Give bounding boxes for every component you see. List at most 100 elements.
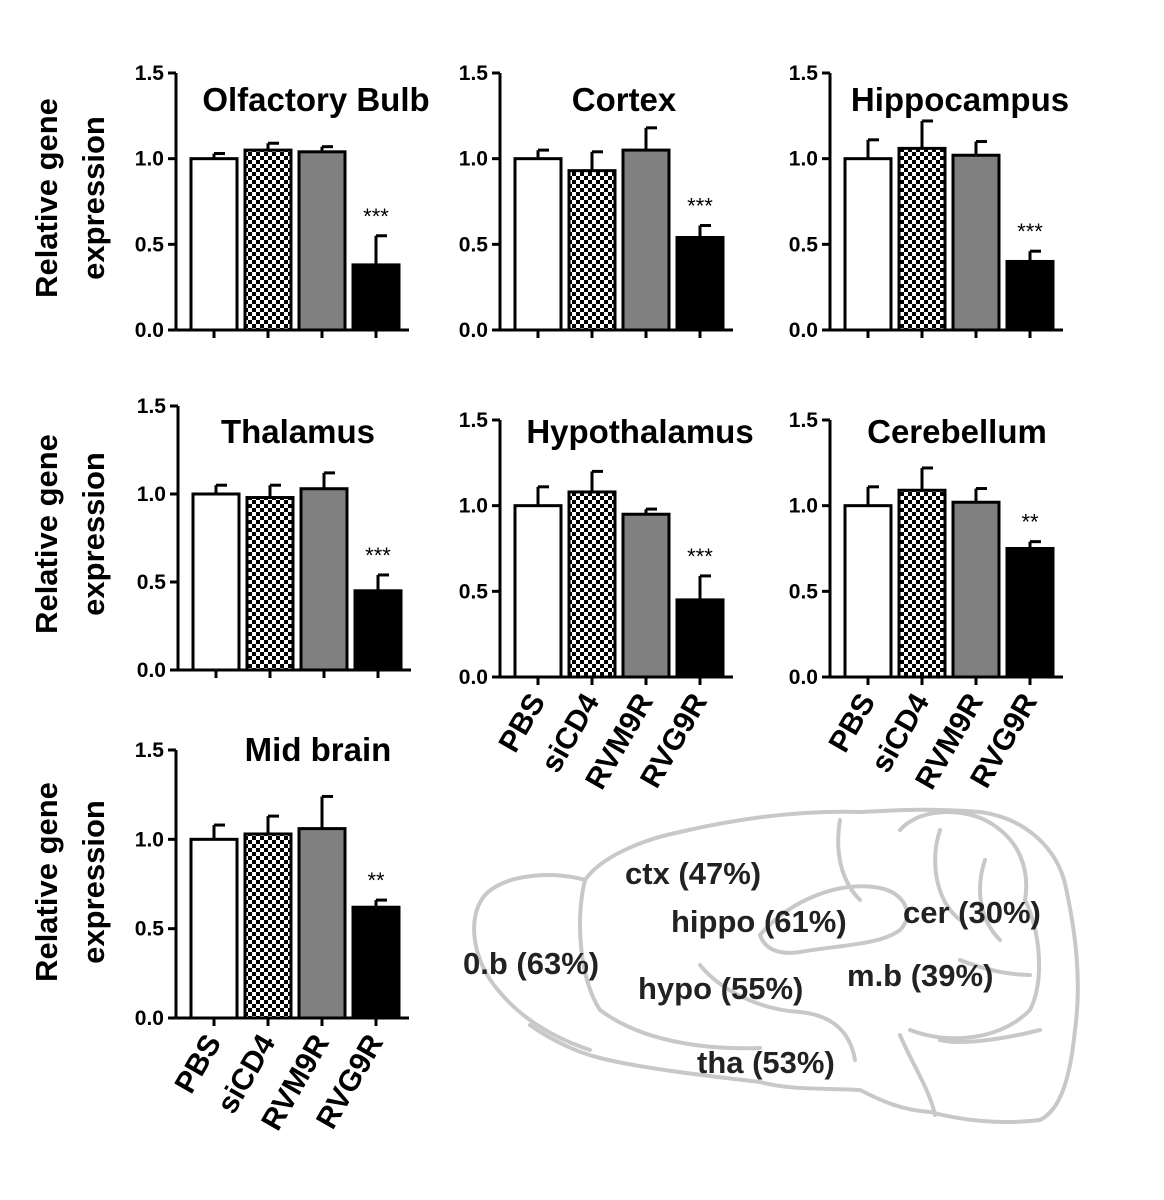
bar-rvg9r [1005,259,1055,332]
chart-title: Mid brain [245,731,392,768]
bar-rvm9r [951,500,1001,679]
y-tick-label: 0.5 [135,233,165,256]
y-tick-label: 1.0 [137,483,166,506]
brain-inner-divider [698,818,1042,1117]
y-tick-label: 1.5 [459,409,489,432]
bar-sicd4 [243,832,293,1020]
bar-pbs [189,157,239,332]
brain-cerebellum-folds [933,828,1032,977]
bar-rvg9r [675,235,725,332]
ylabel-row-1-line1: Relative gene [29,98,64,298]
chart-panel-5: Hypothalamus0.00.51.01.5PBSsiCD4RVM9R***… [459,409,754,795]
chart-title: Cortex [572,81,677,118]
ylabel-row-1-line2: expression [76,116,111,280]
chart-title: Hippocampus [851,81,1069,118]
y-tick-label: 1.5 [459,62,489,85]
ylabel-row-1: Relative gene expression [29,98,111,298]
region-label-hypo: hypo (55%) [638,971,803,1006]
bar-rvm9r [299,487,349,672]
brain-olfactory-outline [472,873,592,1052]
y-tick-label: 1.0 [135,148,164,171]
brain-region-labels: ctx (47%) hippo (61%) cer (30%) 0.b (63%… [463,856,1041,1080]
brain-hippocampus-outline [758,884,910,955]
bar-rvm9r [621,512,671,679]
bar-rvm9r [297,827,347,1020]
chart-panel-2: Cortex 0.0 0.5 1.0 1.5 *** [459,62,733,342]
chart-title: Thalamus [221,413,375,450]
brain-outer-outline [528,807,1080,1125]
chart-panel-1: Olfactory Bulb 0.0 0.5 1.0 1.5 *** [135,62,430,342]
region-label-mb: m.b (39%) [847,958,993,993]
y-tick-label: 0.0 [789,666,818,689]
bar-sicd4 [897,146,947,332]
y-tick-label: 1.5 [137,395,167,418]
y-tick-label: 0.0 [137,659,166,682]
chart-title: Hypothalamus [526,413,753,450]
bar-pbs [843,157,893,332]
y-tick-label: 1.0 [789,148,818,171]
significance-marker: *** [363,204,389,229]
significance-marker: *** [1017,219,1043,244]
chart-title: Cerebellum [867,413,1047,450]
bar-pbs [843,504,893,679]
bar-rvg9r [1005,547,1055,679]
y-tick-label: 1.0 [459,148,488,171]
region-label-tha: tha (53%) [697,1045,835,1080]
region-label-hippo: hippo (61%) [671,904,847,939]
region-label-ob: 0.b (63%) [463,946,599,981]
chart-title: Olfactory Bulb [202,81,429,118]
bar-rvg9r [675,598,725,679]
y-tick-label: 1.5 [135,62,165,85]
significance-marker: *** [687,193,713,218]
y-tick-label: 1.0 [135,828,164,851]
bar-sicd4 [567,490,617,679]
bar-sicd4 [567,169,617,332]
y-tick-label: 0.0 [135,1007,164,1030]
ylabel-row-2-line1: Relative gene [29,434,64,634]
y-tick-label: 0.0 [459,319,488,342]
bar-pbs [513,157,563,332]
y-tick-label: 1.5 [789,409,819,432]
chart-panel-3: Hippocampus 0.0 0.5 1.0 1.5 *** [789,62,1069,342]
y-tick-label: 0.0 [789,319,818,342]
y-tick-label: 0.5 [137,571,167,594]
chart-panel-4: Thalamus 0.0 0.5 1.0 1.5 *** [137,395,411,682]
y-tick-label: 1.0 [459,495,488,518]
ylabel-row-3-line1: Relative gene [29,782,64,982]
significance-marker: ** [1021,510,1039,535]
chart-panel-7: Mid brain0.00.51.01.5PBSsiCD4RVM9R**RVG9… [135,731,409,1136]
ylabel-row-2: Relative gene expression [29,434,111,634]
bar-rvm9r [621,148,671,332]
y-tick-label: 0.5 [789,580,819,603]
y-tick-label: 0.5 [459,580,489,603]
significance-marker: *** [365,543,391,568]
bar-sicd4 [897,488,947,679]
region-label-ctx: ctx (47%) [625,856,761,891]
y-tick-label: 0.0 [135,319,164,342]
bar-rvg9r [351,263,401,332]
bar-rvm9r [297,150,347,332]
brain-cerebellum-outline [898,810,1041,1041]
y-tick-label: 0.5 [135,918,165,941]
bar-pbs [513,504,563,679]
bar-rvg9r [351,905,401,1020]
significance-marker: *** [687,544,713,569]
ylabel-row-2-line2: expression [76,452,111,616]
brain-schematic [472,807,1080,1125]
y-tick-label: 0.5 [459,233,489,256]
ylabel-row-3-line2: expression [76,800,111,964]
y-tick-label: 1.0 [789,495,818,518]
region-label-cer: cer (30%) [903,895,1041,930]
bar-rvm9r [951,153,1001,332]
y-tick-label: 1.5 [135,739,165,762]
bar-sicd4 [245,496,295,672]
bar-pbs [191,492,241,672]
chart-panel-6: Cerebellum0.00.51.01.5PBSsiCD4RVM9R**RVG… [789,409,1063,795]
bar-sicd4 [243,148,293,332]
y-tick-label: 0.0 [459,666,488,689]
brain-cortex-divider [578,878,762,1051]
significance-marker: ** [367,868,385,893]
bar-rvg9r [353,589,403,672]
y-tick-label: 1.5 [789,62,819,85]
